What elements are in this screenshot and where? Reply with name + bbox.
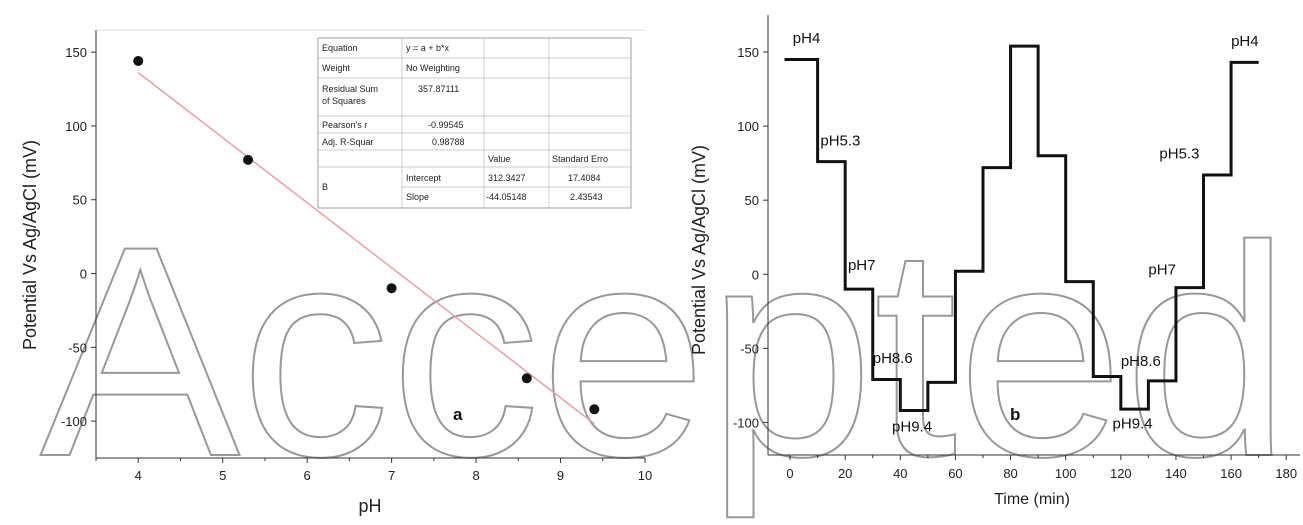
chart-b-x-tick-label: 40	[893, 466, 907, 481]
chart-b-x-tick-label: 80	[1003, 466, 1017, 481]
data-point	[521, 373, 532, 384]
chart-a-x-tick-label: 10	[638, 468, 652, 483]
ph-annotation: pH4	[793, 30, 821, 47]
chart-b-x-tick-label: 60	[948, 466, 962, 481]
panel-label-b: b	[1010, 405, 1020, 424]
chart-a: 4 5 6 7 8 9 10 -100 -50 0 50 100 150 Equation y = a …	[20, 29, 652, 516]
table-cell: 312.3427	[488, 173, 526, 183]
ph-annotation: pH8.6	[873, 350, 913, 367]
chart-a-y-tick-label: -50	[68, 340, 87, 355]
chart-b-x-tick-label: 160	[1220, 466, 1242, 481]
fit-results-table: Equation y = a + b*x Weight No Weighting…	[317, 37, 632, 209]
watermark: Accepted	[40, 183, 1291, 521]
table-cell: Pearson's r	[322, 120, 367, 130]
table-cell: Weight	[322, 63, 350, 73]
chart-b-series-line	[784, 44, 1259, 413]
table-cell: Adj. R-Squar	[322, 137, 374, 147]
table-cell: 0.98788	[432, 137, 465, 147]
table-cell: -0.99545	[428, 120, 464, 130]
chart-a-x-tick-label: 6	[304, 468, 311, 483]
chart-b-x-tick-label: 0	[786, 466, 793, 481]
ph-annotation: pH4	[1231, 33, 1259, 50]
table-cell: Standard Erro	[552, 154, 608, 164]
panel-label-a: a	[453, 405, 463, 424]
chart-b-y-tick-label: 150	[737, 45, 759, 60]
chart-a-fit-line	[137, 72, 595, 425]
table-cell-line: of Squares	[322, 96, 366, 106]
chart-a-y-tick-label: -100	[61, 414, 87, 429]
chart-a-y-axis-label: Potential Vs Ag/AgCl (mV)	[20, 140, 40, 350]
ph-annotation: pH8.6	[1121, 353, 1161, 370]
chart-a-y-tick-label: 100	[65, 119, 87, 134]
chart-a-x-tick-label: 8	[472, 468, 479, 483]
chart-b-x-tick-label: 20	[838, 466, 852, 481]
table-cell: Value	[488, 154, 510, 164]
chart-b: 0 20 40 60 80 100 120 140 160 180 -100 -50 0 50 100 150…	[689, 15, 1300, 508]
table-cell-line: Residual Sum	[322, 84, 378, 94]
data-point	[386, 283, 397, 294]
chart-a-y-tick-label: 150	[65, 45, 87, 60]
data-point	[133, 55, 144, 66]
ph-annotation: pH7	[848, 257, 876, 274]
chart-a-x-tick-label: 4	[135, 468, 142, 483]
table-cell: No Weighting	[406, 63, 460, 73]
data-point	[243, 154, 254, 165]
ph-annotation: pH5.3	[820, 132, 860, 149]
table-cell: Slope	[406, 192, 429, 202]
table-cell: Residual Sum of Squares	[322, 84, 381, 106]
ph-annotation: pH9.4	[892, 418, 932, 435]
chart-b-x-tick-label: 100	[1055, 466, 1077, 481]
ph-annotation: pH7	[1148, 261, 1176, 278]
chart-b-y-tick-label: 0	[752, 267, 759, 282]
table-cell: Intercept	[406, 173, 442, 183]
chart-b-x-tick-label: 120	[1110, 466, 1132, 481]
ph-annotation: pH9.4	[1113, 415, 1153, 432]
chart-b-x-tick-label: 140	[1165, 466, 1187, 481]
chart-b-y-tick-label: -100	[733, 415, 759, 430]
chart-b-y-tick-label: 100	[737, 119, 759, 134]
chart-a-x-axis-label: pH	[358, 496, 381, 516]
chart-a-x-tick-label: 7	[388, 468, 395, 483]
chart-a-y-tick-label: 0	[80, 267, 87, 282]
chart-b-x-axis-label: Time (min)	[994, 491, 1070, 508]
table-cell: B	[322, 182, 328, 192]
table-cell: Equation	[322, 43, 358, 53]
chart-b-y-tick-label: 50	[745, 193, 759, 208]
chart-a-x-tick-label: 9	[557, 468, 564, 483]
chart-b-x-tick-label: 180	[1275, 466, 1297, 481]
table-cell: -44.05148	[486, 192, 527, 202]
table-cell: 357.87111	[418, 84, 459, 94]
chart-a-x-tick-label: 5	[219, 468, 226, 483]
ph-annotation: pH5.3	[1159, 146, 1199, 163]
table-cell: y = a + b*x	[406, 43, 450, 53]
table-cell: 17.4084	[568, 173, 601, 183]
chart-b-y-tick-label: -50	[740, 341, 759, 356]
chart-a-y-tick-label: 50	[73, 193, 87, 208]
chart-b-y-axis-label: Potential Vs Ag/AgCl (mV)	[689, 145, 709, 355]
data-point	[589, 404, 600, 415]
table-cell: 2.43543	[570, 192, 603, 202]
